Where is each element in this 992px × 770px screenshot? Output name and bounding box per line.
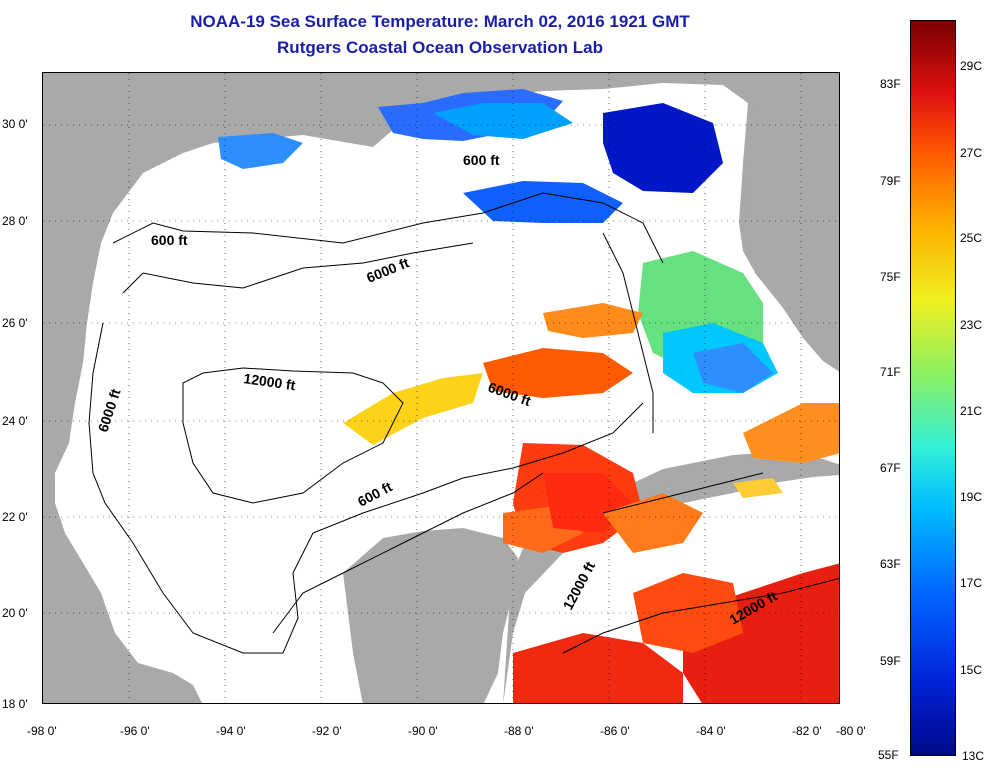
colorbar-c-13: 13C <box>962 749 985 763</box>
colorbar-f-71: 71F <box>880 365 901 379</box>
lon-label-84: -84 0' <box>696 724 726 738</box>
lat-label-24: 24 0' <box>2 414 28 428</box>
lon-label-96: -96 0' <box>120 724 150 738</box>
lat-label-20: 20 0' <box>2 606 28 620</box>
contour-label-600ft-north: 600 ft <box>463 152 500 168</box>
sst-map: 600 ft 600 ft 6000 ft 6000 ft 6000 ft 12… <box>42 72 840 704</box>
colorbar-c-25: 25C <box>960 231 983 245</box>
lon-label-82: -82 0' <box>792 724 822 738</box>
contour-600ft-west <box>112 192 664 264</box>
colorbar-c-23: 23C <box>960 318 983 332</box>
cuba <box>643 453 839 509</box>
sst-data-layer <box>218 89 839 703</box>
colorbar-f-63: 63F <box>880 557 901 571</box>
lon-label-86: -86 0' <box>600 724 630 738</box>
colorbar-c-29: 29C <box>960 59 983 73</box>
lat-label-26: 26 0' <box>2 316 28 330</box>
lon-label-94: -94 0' <box>216 724 246 738</box>
contour-6000ft-west <box>88 322 644 654</box>
colorbar-f-75: 75F <box>880 270 901 284</box>
colorbar-f-67: 67F <box>880 461 901 475</box>
temperature-colorbar <box>910 20 956 756</box>
colorbar-f-83: 83F <box>880 77 901 91</box>
lon-label-90: -90 0' <box>408 724 438 738</box>
yucatan-peninsula <box>343 528 518 703</box>
colorbar-f-79: 79F <box>880 174 901 188</box>
florida-peninsula <box>743 103 839 372</box>
lon-label-88: -88 0' <box>504 724 534 738</box>
contour-12000ft <box>182 367 404 504</box>
colorbar-c-27: 27C <box>960 146 983 160</box>
contour-yucatan-channel <box>602 472 764 514</box>
contour-florida-shelf <box>602 232 654 433</box>
colorbar-c-21: 21C <box>960 404 983 418</box>
lat-lon-grid <box>43 73 839 703</box>
chart-subtitle: Rutgers Coastal Ocean Observation Lab <box>277 38 603 57</box>
lon-label-92: -92 0' <box>312 724 342 738</box>
contour-12000ft-caribbean <box>562 578 839 654</box>
contour-label-600ft-west: 600 ft <box>151 232 188 248</box>
lat-label-30: 30 0' <box>2 117 28 131</box>
lon-label-80: -80 0' <box>836 724 866 738</box>
chart-title: NOAA-19 Sea Surface Temperature: March 0… <box>190 12 690 31</box>
map-canvas: 600 ft 600 ft 6000 ft 6000 ft 6000 ft 12… <box>43 73 839 703</box>
colorbar-c-17: 17C <box>960 576 983 590</box>
lat-label-22: 22 0' <box>2 510 28 524</box>
colorbar-c-19: 19C <box>960 490 983 504</box>
lat-label-28: 28 0' <box>2 214 28 228</box>
contour-6000ft-outer <box>122 242 474 294</box>
lon-label-98: -98 0' <box>27 724 57 738</box>
bathymetry-contours <box>88 192 839 654</box>
colorbar-c-15: 15C <box>960 663 983 677</box>
colorbar-f-55: 55F <box>878 748 899 762</box>
contour-label-12000ft-gulf: 12000 ft <box>243 370 297 393</box>
colorbar-f-59: 59F <box>880 654 901 668</box>
lat-label-18: 18 0' <box>2 697 28 711</box>
